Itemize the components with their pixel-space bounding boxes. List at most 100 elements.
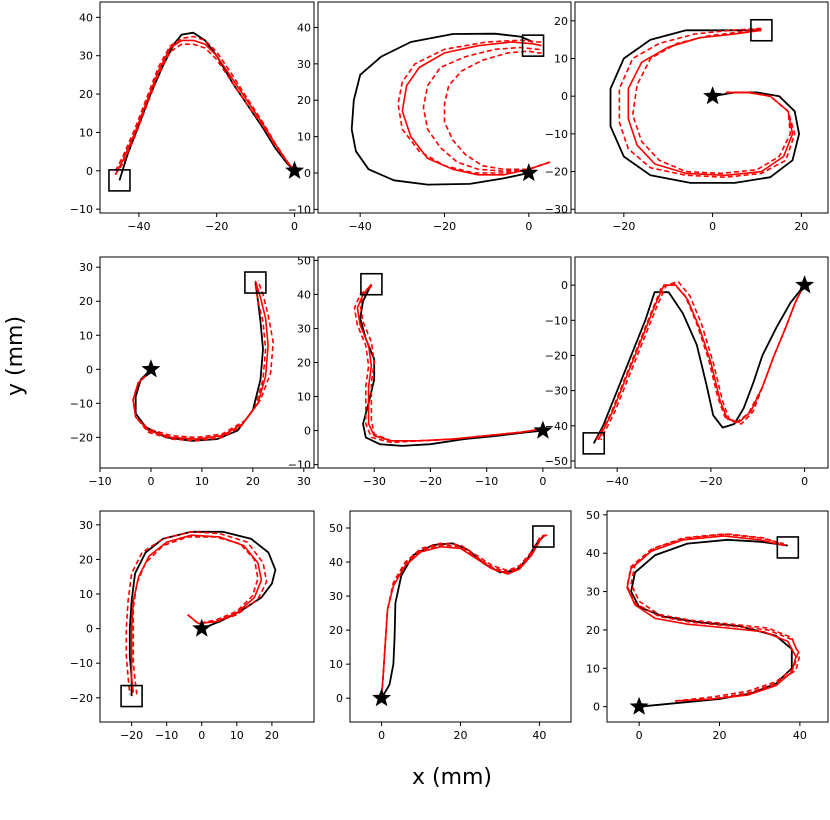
subplot-5: −30 −20 −10 0 −10 0 10 20 30 40 50 (288, 254, 572, 488)
y-tick-label: 0 (336, 692, 343, 705)
axes-frame (317, 256, 572, 469)
subplot-6: −40 −20 0 −50 −40 −30 −20 −10 0 (545, 256, 829, 488)
plot-area (132, 280, 274, 442)
end-square-marker (244, 271, 267, 294)
x-tick-label: −40 (127, 220, 150, 233)
y-tick-label: 10 (79, 588, 93, 601)
end-square-marker (108, 169, 131, 192)
subplot-3: −20 0 20 −30 −20 −10 0 10 20 (545, 1, 829, 233)
reproduction-trajectory (597, 283, 806, 441)
y-tick-label: 10 (586, 662, 600, 675)
y-tick-label: 0 (593, 701, 600, 714)
y-tick-label: 10 (297, 391, 311, 404)
y-tick-label: 30 (586, 586, 600, 599)
x-tick-label: −20 (699, 475, 722, 488)
y-tick-label: −10 (288, 459, 311, 472)
end-square-marker (582, 432, 606, 455)
y-tick-label: 0 (304, 167, 311, 180)
x-tick-label: −20 (205, 220, 228, 233)
reproduction-trajectory (380, 534, 545, 697)
reproduction-trajectory (353, 285, 544, 444)
x-tick-label: −40 (349, 220, 372, 233)
x-tick-label: 0 (525, 220, 532, 233)
y-tick-label: 0 (86, 165, 93, 178)
y-tick-label: 0 (561, 90, 568, 103)
reproduction-trajectory (114, 35, 296, 172)
start-star-marker (285, 160, 305, 179)
y-tick-label: −50 (545, 455, 568, 468)
reproduction-trajectory (401, 41, 551, 176)
y-tick-label: −20 (545, 166, 568, 179)
plot-area (353, 283, 544, 447)
x-tick-label: −30 (363, 475, 386, 488)
plot-area (112, 31, 296, 181)
y-tick-label: −30 (545, 385, 568, 398)
end-square-marker (776, 536, 800, 559)
reproduction-trajectory (443, 50, 551, 171)
x-tick-label: 20 (454, 729, 468, 742)
y-tick-label: 30 (79, 50, 93, 63)
y-tick-label: −10 (288, 203, 311, 216)
plot-area (626, 533, 801, 708)
y-tick-label: 20 (79, 88, 93, 101)
x-tick-label: 20 (265, 729, 279, 742)
end-square-marker (532, 525, 555, 548)
y-tick-label: 40 (79, 11, 93, 24)
y-tick-label: 40 (586, 547, 600, 560)
y-tick-label: −10 (70, 657, 93, 670)
y-tick-label: 30 (79, 519, 93, 532)
axes-frame (99, 510, 315, 723)
reproduction-trajectory (618, 27, 796, 178)
target-trajectory (350, 32, 534, 186)
subplot-9: 0 20 40 0 10 20 30 40 50 (586, 509, 829, 742)
y-tick-label: −20 (70, 431, 93, 444)
y-tick-label: −10 (70, 397, 93, 410)
y-tick-label: 40 (297, 288, 311, 301)
y-axis-title: y (mm) (3, 316, 28, 396)
reproduction-trajectory (132, 280, 274, 439)
target-trajectory (630, 538, 793, 708)
x-tick-label: −20 (433, 220, 456, 233)
x-tick-label: −20 (612, 220, 635, 233)
subplot-7: −20 −10 0 10 20 −20 −10 0 10 20 30 (70, 510, 315, 742)
y-tick-label: −40 (545, 420, 568, 433)
y-tick-label: 20 (297, 357, 311, 370)
start-star-marker (795, 275, 815, 294)
reproduction-trajectory (630, 533, 799, 702)
subplot-grid: −40 −20 0 −10 0 10 20 30 40 −40 −20 0 −10 0 10 20 30 40 −2… (70, 1, 829, 742)
reproduction-trajectory (422, 46, 551, 172)
y-tick-label: −20 (545, 349, 568, 362)
y-tick-label: 20 (297, 94, 311, 107)
x-tick-label: 0 (801, 475, 808, 488)
x-axis-title: x (mm) (412, 765, 492, 790)
start-star-marker (533, 420, 553, 439)
y-tick-label: 10 (79, 126, 93, 139)
y-tick-label: 40 (329, 556, 343, 569)
subplot-4: −10 0 10 20 30 −20 −10 0 10 20 30 (70, 256, 315, 488)
x-tick-label: 0 (709, 220, 716, 233)
y-tick-label: 40 (297, 21, 311, 34)
reproduction-trajectory (600, 280, 806, 441)
x-tick-label: −10 (475, 475, 498, 488)
x-tick-label: −40 (606, 475, 629, 488)
y-tick-label: 20 (79, 553, 93, 566)
y-tick-label: 0 (86, 623, 93, 636)
y-tick-label: 30 (297, 58, 311, 71)
x-tick-label: 40 (793, 729, 807, 742)
y-tick-label: 0 (561, 279, 568, 292)
x-tick-label: 0 (636, 729, 643, 742)
y-tick-label: 10 (297, 131, 311, 144)
reproduction-trajectory (356, 283, 544, 442)
reproduction-trajectory (125, 531, 268, 695)
start-star-marker (519, 163, 539, 182)
y-tick-label: 30 (297, 322, 311, 335)
y-tick-label: 0 (304, 425, 311, 438)
y-tick-label: 0 (86, 363, 93, 376)
plot-area (609, 27, 800, 184)
y-tick-label: 50 (586, 509, 600, 522)
start-star-marker (192, 618, 212, 637)
x-tick-label: 0 (539, 475, 546, 488)
y-tick-label: 10 (79, 329, 93, 342)
subplot-2: −40 −20 0 −10 0 10 20 30 40 (288, 1, 572, 233)
